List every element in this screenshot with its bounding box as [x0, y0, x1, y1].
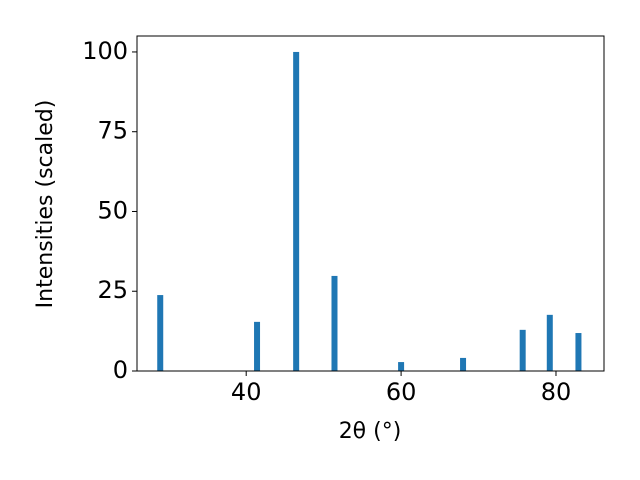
bar [519, 329, 526, 371]
x-tick-label: 40 [231, 378, 262, 406]
bar [575, 333, 582, 371]
y-tick-label: 100 [82, 37, 128, 65]
bar [254, 321, 261, 371]
x-axis-label: 2θ (°) [339, 419, 402, 444]
bar [546, 314, 553, 371]
bar [398, 362, 405, 371]
bar [293, 51, 300, 371]
bar [331, 275, 338, 371]
bar [460, 357, 467, 371]
y-tick-label: 75 [97, 117, 128, 145]
y-axis-label: Intensities (scaled) [33, 100, 58, 309]
bar [157, 295, 164, 371]
x-tick-label: 80 [541, 378, 572, 406]
x-tick-label: 60 [386, 378, 417, 406]
y-tick-label: 50 [97, 196, 128, 224]
y-tick-label: 25 [97, 276, 128, 304]
plot-frame [136, 35, 605, 372]
y-tick-label: 0 [113, 356, 128, 384]
